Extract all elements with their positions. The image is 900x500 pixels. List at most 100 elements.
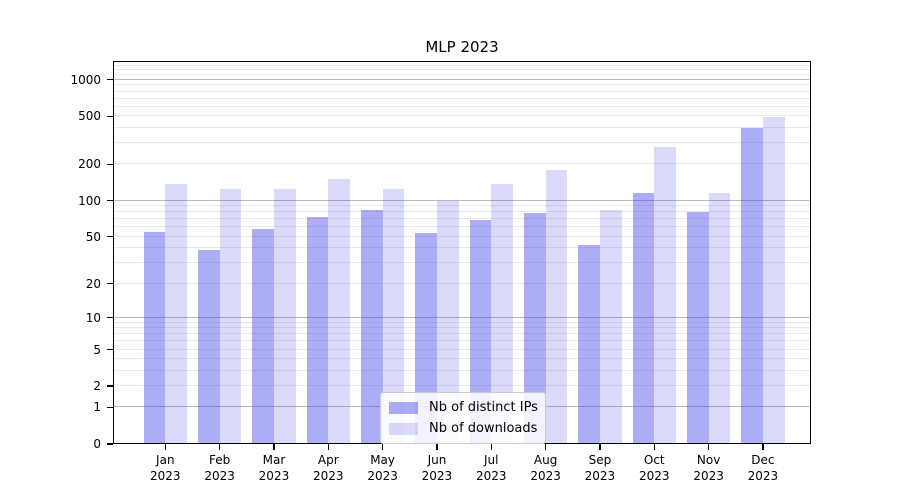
legend-label-downloads: Nb of downloads [429,421,538,436]
gridline-500 [113,115,811,117]
gridline-50 [113,235,811,237]
x-tick-mark-aug [544,444,547,450]
gridline-900 [113,84,811,86]
gridline-10 [113,316,811,318]
gridline-1100 [113,73,811,75]
gridline-20 [113,282,811,284]
gridline-300 [113,142,811,144]
gridline-400 [113,127,811,129]
bar-downloads-jun [436,200,459,444]
bar-distinct-ips-jul [469,220,492,444]
y-tick-mark-5 [107,348,113,351]
bar-distinct-ips-oct [632,193,655,444]
gridline-80 [113,211,811,213]
bar-distinct-ips-may [361,209,383,444]
x-tick-label-jan: Jan 2023 [150,453,181,483]
gridline-30 [113,262,811,263]
bar-downloads-feb [219,189,242,444]
y-tick-label-200: 200 [78,157,101,172]
legend-swatch-downloads [389,422,418,435]
x-tick-mark-oct [653,444,655,450]
gridline-4 [113,358,811,360]
bar-distinct-ips-jan [143,231,166,444]
gridline-70 [113,218,811,220]
gridline-1000 [113,78,811,80]
bar-distinct-ips-aug [524,213,546,444]
bar-downloads-oct [654,146,676,444]
y-tick-label-1: 1 [93,400,101,415]
gridline-7 [113,333,811,335]
bar-downloads-dec [762,116,785,444]
bar-distinct-ips-apr [306,217,329,444]
y-tick-label-1000: 1000 [70,72,101,87]
gridline-1200 [113,69,811,71]
x-tick-label-aug: Aug 2023 [530,453,561,483]
bar-distinct-ips-mar [252,229,274,444]
legend: Nb of distinct IPs Nb of downloads [380,392,546,444]
gridline-6 [113,340,811,342]
bar-downloads-jul [491,184,513,444]
gridline-2 [113,385,811,387]
bar-distinct-ips-dec [741,128,763,444]
bar-distinct-ips-feb [198,249,220,444]
x-tick-label-nov: Nov 2023 [693,453,724,483]
bar-downloads-jan [165,183,187,444]
y-tick-label-5: 5 [93,342,101,357]
x-tick-mark-mar [273,444,275,450]
x-tick-mark-sep [599,444,601,450]
y-tick-label-2: 2 [93,379,101,394]
y-tick-label-10: 10 [85,310,101,325]
x-tick-label-oct: Oct 2023 [638,453,670,483]
x-tick-label-mar: Mar 2023 [258,453,290,483]
legend-item-downloads: Nb of downloads [389,419,537,438]
x-tick-mark-jun [436,444,438,450]
y-tick-label-100: 100 [78,193,101,208]
gridline-90 [113,205,811,207]
x-tick-mark-feb [218,444,221,450]
x-tick-mark-jan [164,444,166,450]
gridline-60 [113,226,811,228]
y-tick-mark-1000 [107,79,113,81]
gridline-5 [113,348,811,350]
x-tick-mark-may [381,444,384,450]
bar-downloads-nov [708,193,731,444]
y-tick-mark-0 [107,443,113,445]
x-tick-mark-dec [762,444,764,450]
x-tick-label-sep: Sep 2023 [584,453,616,483]
bar-downloads-aug [545,170,568,444]
y-tick-label-20: 20 [85,276,101,291]
legend-label-distinct-ips: Nb of distinct IPs [429,400,538,415]
y-tick-label-500: 500 [78,109,101,124]
y-tick-mark-200 [107,163,113,166]
plot-area: Nb of distinct IPs Nb of downloads [113,61,811,444]
bar-distinct-ips-nov [687,211,709,444]
chart-title: MLP 2023 [425,38,499,56]
legend-item-distinct-ips: Nb of distinct IPs [389,398,538,417]
bar-downloads-apr [328,178,350,444]
x-tick-mark-jul [490,444,492,450]
y-tick-mark-1 [107,406,113,409]
bar-distinct-ips-sep [578,244,600,444]
gridline-1300 [113,65,811,67]
bar-downloads-may [382,189,405,444]
legend-swatch-distinct-ips [389,401,418,414]
bar-downloads-sep [599,209,622,444]
y-tick-mark-2 [107,385,113,387]
y-tick-mark-10 [107,316,113,319]
gridline-600 [113,105,811,107]
gridline-9 [113,321,811,323]
bar-distinct-ips-jun [415,232,437,444]
y-tick-label-0: 0 [93,437,101,451]
gridline-200 [113,163,811,165]
x-tick-label-may: May 2023 [367,453,398,483]
gridline-100 [113,199,811,201]
gridline-40 [113,247,811,249]
gridline-8 [113,327,811,329]
gridline-1400 [113,61,811,63]
y-tick-mark-100 [107,200,113,202]
x-tick-label-feb: Feb 2023 [204,453,235,483]
x-tick-label-jun: Jun 2023 [421,453,453,483]
x-tick-mark-apr [327,444,329,450]
gridline-3 [113,369,811,371]
